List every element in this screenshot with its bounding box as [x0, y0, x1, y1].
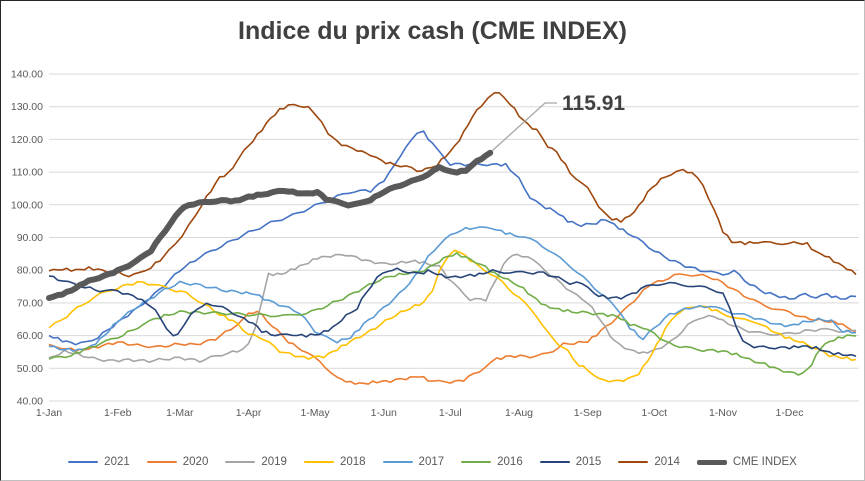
legend-item-2021[interactable]: 2021 [68, 456, 130, 468]
legend-swatch-2016 [461, 460, 492, 464]
annotation-leader-line [491, 102, 557, 152]
y-axis-tick-label: 40.00 [17, 396, 43, 408]
chart-title: Indice du prix cash (CME INDEX) [238, 17, 627, 45]
legend-item-2017[interactable]: 2017 [382, 456, 445, 468]
x-axis-tick-label: 1-May [300, 407, 330, 419]
series-line-2021[interactable] [48, 130, 857, 346]
x-axis-tick-label: 1-Nov [709, 407, 738, 419]
y-axis-tick-label: 100.00 [11, 199, 43, 211]
legend-label: 2021 [104, 456, 130, 468]
chart-legend: 2021 2020 2019 2018 2017 2016 2015 2014 CME INDE… [1, 450, 864, 474]
series-line-2016[interactable] [48, 252, 857, 376]
y-axis-tick-label: 70.00 [17, 297, 43, 309]
x-axis-tick-label: 1-Sep [574, 407, 602, 419]
y-axis-tick-label: 110.00 [12, 167, 43, 179]
cme-index-data-label[interactable]: 115.91 [562, 92, 625, 115]
x-axis-tick-label: 1-Jan [36, 407, 62, 419]
series-line-2015[interactable] [48, 267, 857, 357]
y-axis-tick-label: 140.00 [11, 69, 43, 81]
legend-swatch-2019 [225, 460, 256, 464]
legend-label: 2014 [654, 456, 680, 468]
legend-swatch-2014 [618, 460, 649, 464]
x-axis-tick-label: 1-Feb [104, 407, 132, 419]
x-axis-tick-label: 1-Aug [505, 407, 533, 419]
x-axis-tick-label: 1-Jul [439, 407, 462, 419]
y-axis-tick-label: 130.00 [11, 101, 43, 113]
legend-item-2019[interactable]: 2019 [225, 456, 287, 468]
series-line-2020[interactable] [48, 273, 857, 385]
legend-swatch-2021 [68, 460, 99, 464]
y-axis-tick-label: 120.00 [11, 134, 43, 146]
legend-label: 2017 [418, 456, 445, 468]
legend-swatch-2015 [539, 460, 570, 464]
legend-swatch-2020 [146, 460, 177, 464]
series-line-2019[interactable] [48, 253, 857, 364]
series-line-2017[interactable] [48, 226, 857, 353]
x-axis-tick-label: 1-Apr [236, 407, 262, 419]
x-axis-tick-label: 1-Dec [775, 407, 803, 419]
y-axis-tick-label: 50.00 [17, 363, 43, 375]
legend-item-2018[interactable]: 2018 [303, 456, 366, 468]
series-line-2014[interactable] [48, 92, 857, 278]
legend-label: 2015 [575, 456, 602, 468]
x-axis-tick-label: 1-Oct [641, 407, 667, 419]
legend-label: CME INDEX [732, 456, 797, 468]
legend-item-2016[interactable]: 2016 [461, 456, 523, 468]
legend-item-2014[interactable]: 2014 [618, 456, 680, 468]
legend-label: 2020 [182, 456, 209, 468]
x-axis-tick-label: 1-Mar [166, 407, 194, 419]
y-axis-tick-label: 60.00 [17, 330, 43, 342]
series-line-2018[interactable] [48, 249, 857, 383]
legend-label: 2019 [261, 456, 287, 468]
y-axis-tick-label: 80.00 [17, 265, 43, 277]
legend-label: 2018 [339, 456, 366, 468]
legend-item-2020[interactable]: 2020 [146, 456, 209, 468]
legend-swatch-2017 [382, 460, 413, 464]
legend-swatch-2018 [303, 460, 334, 464]
x-axis-tick-label: 1-Jun [371, 407, 397, 419]
y-axis-tick-label: 90.00 [17, 232, 43, 244]
legend-item-cme-index[interactable]: CME INDEX [696, 456, 797, 468]
legend-swatch-cme-index [696, 459, 727, 465]
series-line-cme-index[interactable] [46, 149, 494, 301]
legend-label: 2016 [497, 456, 523, 468]
legend-item-2015[interactable]: 2015 [539, 456, 602, 468]
